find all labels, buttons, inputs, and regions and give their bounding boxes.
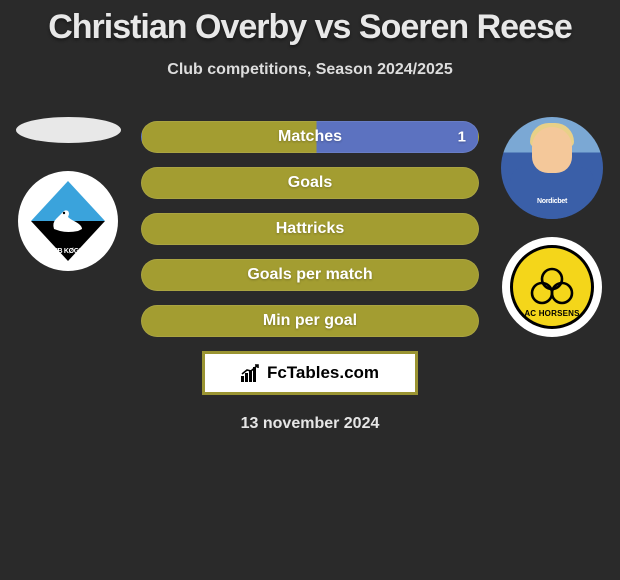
right-player-column: Nordicbet AC HORSENS <box>492 117 612 337</box>
stat-label: Goals per match <box>247 266 372 284</box>
jersey-sponsor: Nordicbet <box>537 198 567 205</box>
stat-bar-matches: Matches 1 <box>141 121 479 153</box>
stat-bar-min-per-goal: Min per goal <box>141 305 479 337</box>
ac-horsens-badge-icon: AC HORSENS <box>510 245 594 329</box>
left-player-avatar-placeholder <box>16 117 121 143</box>
date-text: 13 november 2024 <box>0 415 620 433</box>
left-club-name: HB KØGE <box>31 248 105 255</box>
stat-label: Matches <box>278 128 342 146</box>
stat-bar-goals-per-match: Goals per match <box>141 259 479 291</box>
stat-bar-hattricks: Hattricks <box>141 213 479 245</box>
page-title: Christian Overby vs Soeren Reese <box>0 0 620 47</box>
right-club-name: AC HORSENS <box>513 309 591 318</box>
swan-icon <box>48 205 88 237</box>
stat-label: Goals <box>288 174 332 192</box>
left-club-logo: HB KØGE <box>18 171 118 271</box>
branding-text: FcTables.com <box>267 363 379 383</box>
stat-label: Min per goal <box>263 312 357 330</box>
rings-icon <box>527 267 577 307</box>
stat-bars: Matches 1 Goals Hattricks Goals per matc… <box>141 121 479 337</box>
comparison-content: HB KØGE Nordicbet AC HORSENS <box>0 121 620 433</box>
hb-koge-shield-icon: HB KØGE <box>31 181 105 261</box>
bar-chart-icon <box>241 364 263 382</box>
stat-value-right: 1 <box>458 129 466 146</box>
subtitle: Club competitions, Season 2024/2025 <box>0 61 620 79</box>
right-club-logo: AC HORSENS <box>502 237 602 337</box>
stat-bar-goals: Goals <box>141 167 479 199</box>
left-player-column: HB KØGE <box>8 117 128 271</box>
branding-box: FcTables.com <box>202 351 418 395</box>
stat-label: Hattricks <box>276 220 344 238</box>
right-player-avatar: Nordicbet <box>501 117 603 219</box>
